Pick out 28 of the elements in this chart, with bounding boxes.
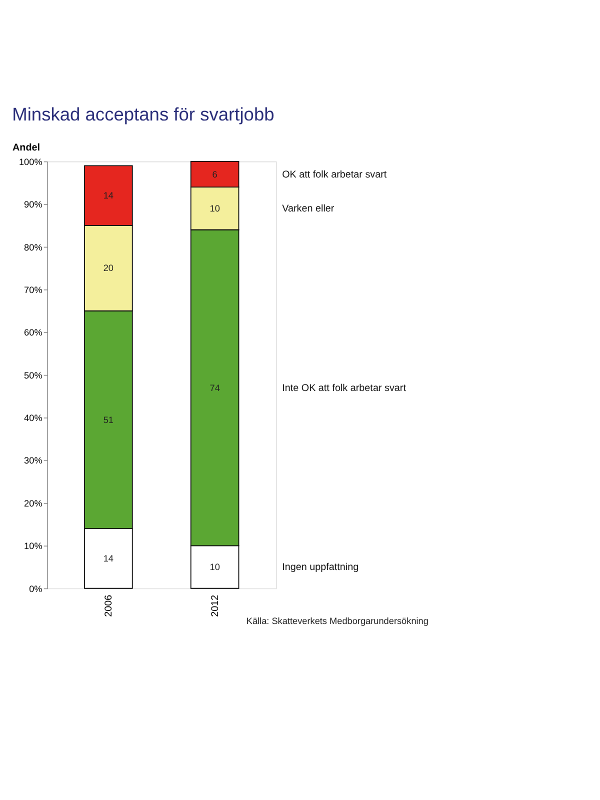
y-tick-label: 30% <box>24 456 42 466</box>
data-label: 14 <box>103 554 114 564</box>
text: Källa: Skatteverkets Medborgarundersökning <box>246 616 428 626</box>
data-label: 10 <box>210 203 220 214</box>
data-label: 74 <box>210 382 220 393</box>
data-label: 51 <box>103 414 114 425</box>
y-tick-label: 100% <box>18 156 42 167</box>
y-axis-title: Andel <box>12 142 40 154</box>
y-tick-label: 40% <box>24 413 42 424</box>
text: Ingen uppfattning <box>282 562 359 574</box>
text: OK att folk arbetar svart <box>282 169 387 180</box>
y-tick-label: 70% <box>24 284 42 295</box>
y-tick-label: 60% <box>24 328 42 338</box>
text: Varken eller <box>282 203 335 214</box>
data-label: 10 <box>210 562 220 572</box>
y-tick-label: 0% <box>29 584 42 594</box>
data-label: 20 <box>103 263 114 274</box>
y-tick-label: 90% <box>24 200 42 210</box>
y-tick-label: 20% <box>24 498 42 508</box>
x-tick-label: 2012 <box>210 594 221 617</box>
data-label: 6 <box>212 169 218 180</box>
y-tick-label: 10% <box>24 541 42 552</box>
y-tick-label: 80% <box>24 242 42 252</box>
chart-title: Minskad acceptans för svartjobb <box>12 103 274 124</box>
text: Inte OK att folk arbetar svart <box>282 382 406 394</box>
x-tick-label: 2006 <box>103 594 114 617</box>
y-tick-label: 50% <box>24 370 42 380</box>
data-label: 14 <box>103 190 114 201</box>
